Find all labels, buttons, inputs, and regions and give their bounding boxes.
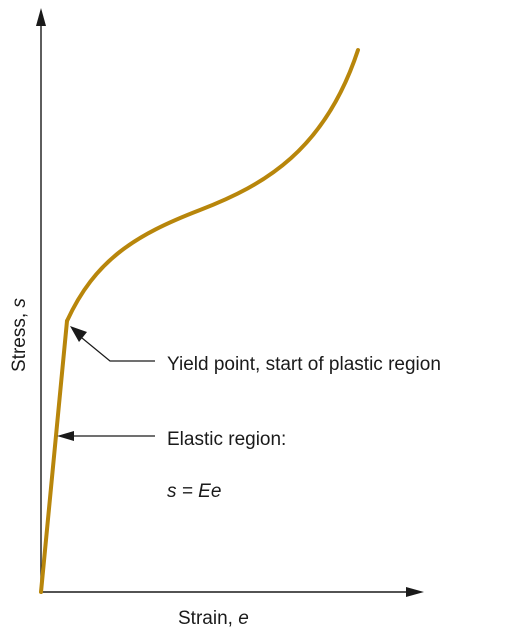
yield-point-arrowhead xyxy=(70,326,87,342)
yield-point-leader xyxy=(81,337,155,362)
y-axis-arrowhead xyxy=(36,8,46,26)
elastic-region-label: Elastic region: xyxy=(167,429,286,450)
x-axis-label-text: Strain, xyxy=(178,608,238,629)
elastic-region-line xyxy=(39,319,69,594)
x-axis-arrowhead xyxy=(406,587,424,597)
elastic-region-arrowhead xyxy=(57,431,74,441)
yield-point-label: Yield point, start of plastic region xyxy=(167,354,441,375)
x-axis-symbol: e xyxy=(238,608,249,629)
x-axis-label: Strain, e xyxy=(178,608,249,629)
elastic-region-equation: s = Ee xyxy=(167,481,221,502)
y-axis-label-text: Stress, xyxy=(9,308,30,372)
plastic-region-curve xyxy=(65,48,360,323)
y-axis-symbol: s xyxy=(9,298,30,308)
y-axis-label: Stress, s xyxy=(9,298,30,372)
